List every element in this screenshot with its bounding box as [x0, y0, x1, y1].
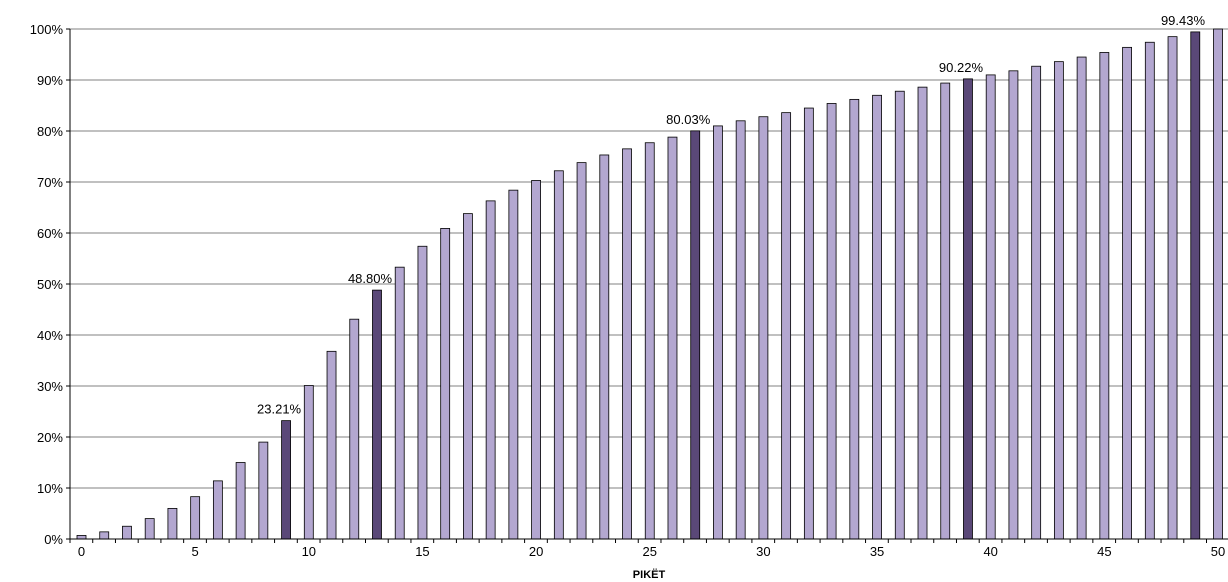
bar — [326, 350, 337, 540]
bar — [1167, 36, 1178, 540]
bar — [713, 125, 723, 540]
bar — [826, 103, 837, 540]
x-tick-label: 10 — [302, 544, 316, 559]
bar — [894, 90, 905, 540]
bar — [1144, 41, 1155, 540]
bar — [531, 180, 541, 540]
data-label: 48.80% — [348, 271, 393, 286]
bar — [1076, 56, 1087, 540]
x-tick-label: 0 — [78, 544, 85, 559]
y-tick-label: 20% — [37, 430, 63, 445]
bar — [781, 112, 792, 540]
bar — [1099, 52, 1110, 540]
bar — [440, 228, 451, 540]
bar — [258, 441, 269, 540]
x-tick-labels: 0 5 10 15 20 25 30 35 40 45 50 — [78, 544, 1225, 559]
bar — [553, 170, 564, 540]
data-label: 90.22% — [939, 60, 984, 75]
bar — [76, 535, 87, 540]
bar — [485, 200, 496, 540]
x-axis-label: PIKËT — [633, 568, 666, 581]
bar — [167, 507, 178, 540]
x-tick-label: 45 — [1097, 544, 1111, 559]
x-tick-label: 50 — [1211, 544, 1225, 559]
bar — [349, 318, 360, 540]
bar — [940, 82, 951, 540]
bar — [803, 107, 814, 540]
y-tick-label: 60% — [37, 226, 63, 241]
y-tick-label: 100% — [30, 22, 64, 37]
bar — [667, 136, 678, 540]
data-label: 99.43% — [1161, 13, 1206, 28]
y-tick-label: 10% — [37, 481, 63, 496]
bar-highlighted — [690, 130, 701, 540]
x-tick-label: 15 — [415, 544, 429, 559]
y-tick-label: 80% — [37, 124, 63, 139]
y-tick-label: 0% — [44, 532, 63, 547]
bar-highlighted — [372, 289, 382, 540]
bar — [644, 142, 655, 540]
bar — [417, 245, 428, 540]
bar — [122, 525, 132, 540]
bar — [872, 94, 882, 540]
bar — [622, 148, 632, 540]
y-tick-label: 90% — [37, 73, 63, 88]
axes — [66, 28, 1228, 543]
bar — [576, 162, 587, 540]
data-label: 80.03% — [666, 112, 711, 127]
x-tick-label: 20 — [529, 544, 543, 559]
bar-highlighted — [281, 420, 291, 540]
bar — [99, 531, 110, 540]
bar — [1053, 61, 1064, 540]
data-label: 23.21% — [257, 402, 302, 417]
bar — [985, 74, 996, 540]
y-tick-label: 70% — [37, 175, 63, 190]
bar — [758, 116, 769, 540]
bar — [212, 480, 223, 540]
y-tick-labels: 0% 10% 20% 30% 40% 50% 60% 70% 80% 90% 100% — [30, 22, 64, 547]
bar — [394, 266, 405, 540]
bar — [1031, 65, 1042, 540]
bar — [1122, 46, 1132, 540]
bar-highlighted — [1190, 31, 1201, 540]
data-labels: 23.21% 48.80% 80.03% 90.22% 99.43% — [257, 13, 1205, 417]
y-tick-label: 40% — [37, 328, 63, 343]
bar — [508, 189, 519, 540]
x-tick-label: 40 — [983, 544, 997, 559]
bar — [1213, 28, 1223, 540]
bar — [144, 518, 155, 540]
x-tick-label: 5 — [192, 544, 199, 559]
bar — [1008, 70, 1019, 540]
bar — [735, 120, 746, 540]
bar — [303, 385, 314, 540]
bar — [599, 154, 610, 540]
y-tick-label: 30% — [37, 379, 63, 394]
x-tick-label: 30 — [756, 544, 770, 559]
bar-highlighted — [963, 78, 973, 540]
x-tick-label: 25 — [643, 544, 657, 559]
x-tick-label: 35 — [870, 544, 884, 559]
bar — [917, 86, 928, 540]
y-tick-label: 50% — [37, 277, 63, 292]
bar — [849, 98, 860, 540]
bar — [190, 496, 201, 540]
bar — [235, 462, 246, 540]
bar — [463, 213, 473, 540]
bars — [76, 28, 1223, 540]
